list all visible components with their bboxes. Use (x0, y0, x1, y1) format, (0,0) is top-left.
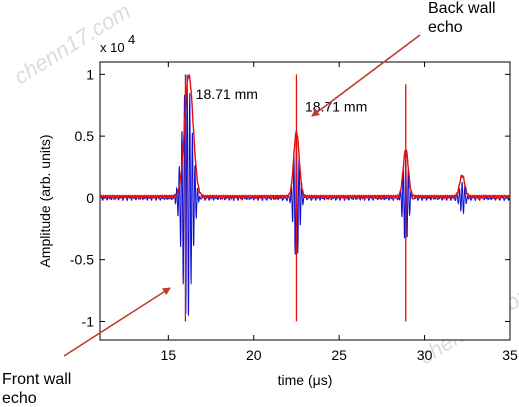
back-wall-callout-line2: echo (428, 19, 463, 36)
y-tick-label: -0.5 (70, 252, 94, 268)
x-tick-labels: 15 20 25 30 35 (161, 347, 518, 363)
y-tick-label: 0.5 (75, 128, 95, 144)
front-wall-callout-line2: echo (2, 390, 37, 407)
echo-markers (184, 74, 407, 322)
front-wall-arrow (63, 287, 171, 357)
x-tick-label: 35 (502, 347, 518, 363)
distance-annotation-2: 18.71 mm (305, 98, 367, 114)
y-tick-label: -1 (82, 313, 95, 329)
x-tick-label: 15 (161, 347, 177, 363)
x-tick-label: 30 (417, 347, 433, 363)
y-tick-label: 0 (86, 190, 94, 206)
y-tick-label: 1 (86, 66, 94, 82)
back-wall-arrow (311, 34, 421, 117)
y-scale-label: x 10 (100, 40, 125, 55)
distance-annotation-1: 18.71 mm (196, 86, 258, 102)
series-envelope (99, 74, 511, 201)
y-tick-labels: 1 0.5 0 -0.5 -1 (70, 66, 94, 329)
front-wall-callout-line1: Front wall (2, 371, 71, 388)
back-wall-callout-line1: Back wall (428, 0, 496, 17)
x-tick-label: 25 (331, 347, 347, 363)
axis-ticks (100, 62, 511, 340)
y-axis-label: Amplitude (arb. units) (37, 134, 53, 267)
y-scale-exponent: 4 (128, 32, 135, 47)
x-tick-label: 20 (246, 347, 262, 363)
x-axis-label: time (μs) (278, 372, 333, 388)
